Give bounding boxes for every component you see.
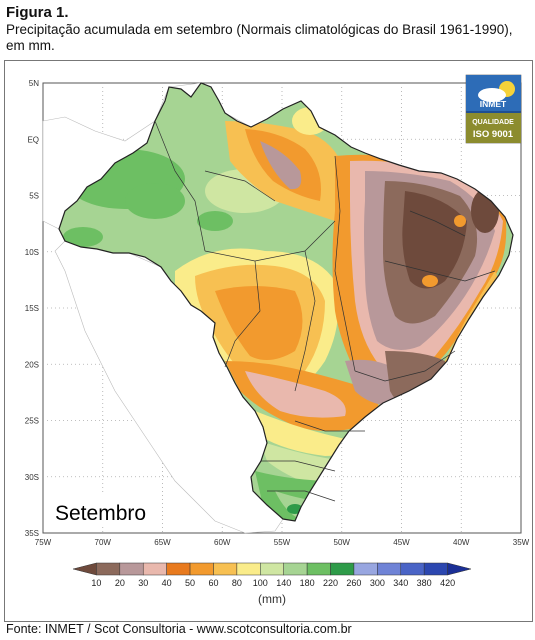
lon-tick-label: 75W <box>35 538 52 547</box>
precipitation-map: 5N EQ 5S 10S 15S 20S 25S 30S 35S 75W 70W 65W 60W 55W… <box>25 74 530 606</box>
legend-swatch <box>236 562 261 576</box>
legend-value-label: 340 <box>393 578 408 588</box>
month-label-box <box>48 495 158 527</box>
figure-caption: Precipitação acumulada em setembro (Norm… <box>6 22 513 53</box>
legend-swatch <box>213 562 238 576</box>
legend-value-label: 10 <box>91 578 101 588</box>
legend-value-label: 40 <box>162 578 172 588</box>
legend-value-label: 100 <box>253 578 268 588</box>
legend-swatch <box>283 562 308 576</box>
legend-value-label: 380 <box>417 578 432 588</box>
legend-value-label: 60 <box>208 578 218 588</box>
lon-tick-label: 65W <box>154 538 171 547</box>
inmet-logo-quality: QUALIDADE <box>472 119 514 126</box>
legend-unit: (mm) <box>258 592 286 606</box>
legend-value-label: 20 <box>115 578 125 588</box>
lat-tick-label: 10S <box>25 248 39 257</box>
legend-value-label: 30 <box>138 578 148 588</box>
lon-tick-label: 45W <box>393 538 410 547</box>
legend-swatch <box>353 562 378 576</box>
latitude-axis: 5N EQ 5S 10S 15S 20S 25S 30S 35S <box>25 79 39 538</box>
figure-title: Figura 1. <box>6 4 69 21</box>
inmet-logo: INMET QUALIDADE ISO 9001 <box>465 74 522 144</box>
legend-swatch <box>400 562 425 576</box>
legend-value-label: 140 <box>276 578 291 588</box>
inmet-logo-name: INMET <box>480 99 507 109</box>
lat-tick-label: 20S <box>25 360 39 369</box>
legend-value-label: 80 <box>232 578 242 588</box>
lon-tick-label: 55W <box>274 538 291 547</box>
inmet-logo-iso: ISO 9001 <box>473 129 514 140</box>
month-label: Setembro <box>55 502 146 525</box>
legend-swatch <box>260 562 284 576</box>
lon-tick-label: 40W <box>453 538 470 547</box>
lon-tick-label: 35W <box>513 538 530 547</box>
cloud-icon <box>478 88 506 102</box>
lat-tick-label: 5N <box>29 79 39 88</box>
lat-tick-label: 5S <box>29 192 39 201</box>
legend-swatch <box>377 562 402 576</box>
legend-swatch <box>72 562 97 576</box>
figure-source: Fonte: INMET / Scot Consultoria - www.sc… <box>6 622 352 636</box>
legend-swatch <box>189 562 214 576</box>
legend-value-label: 420 <box>440 578 455 588</box>
state-borders <box>154 120 496 502</box>
lon-tick-label: 70W <box>95 538 112 547</box>
legend-swatch <box>96 562 121 576</box>
lat-tick-label: EQ <box>27 135 39 144</box>
lon-tick-label: 60W <box>214 538 231 547</box>
legend-swatch <box>447 562 472 576</box>
map-frame: 5N EQ 5S 10S 15S 20S 25S 30S 35S 75W 70W 65W 60W 55W… <box>4 60 533 622</box>
lat-tick-label: 30S <box>25 473 39 482</box>
lat-tick-label: 25S <box>25 417 39 426</box>
longitude-axis: 75W 70W 65W 60W 55W 50W 45W 40W 35W <box>35 538 530 547</box>
color-legend: 10 20 30 40 50 60 80 100 140 180 220 260 300 340 380 42… <box>72 562 472 588</box>
legend-swatch <box>119 562 144 576</box>
legend-value-label: 180 <box>300 578 315 588</box>
legend-swatch <box>166 562 191 576</box>
lat-tick-label: 15S <box>25 304 39 313</box>
legend-value-label: 260 <box>346 578 361 588</box>
lon-tick-label: 50W <box>334 538 351 547</box>
legend-value-label: 50 <box>185 578 195 588</box>
lat-tick-label: 35S <box>25 529 39 538</box>
legend-swatch <box>306 562 331 576</box>
legend-value-label: 300 <box>370 578 385 588</box>
legend-value-label: 220 <box>323 578 338 588</box>
legend-swatch <box>330 562 355 576</box>
legend-swatch <box>142 562 167 576</box>
legend-swatch <box>423 562 448 576</box>
